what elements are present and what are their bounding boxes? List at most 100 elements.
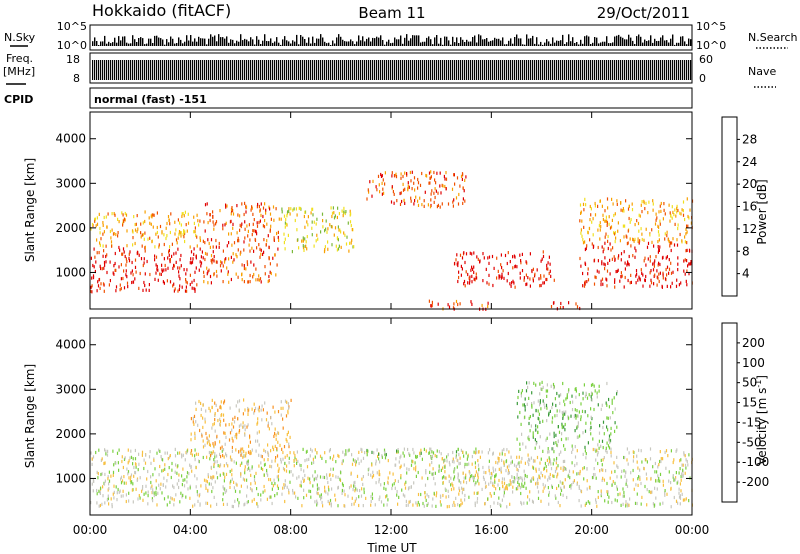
velocity-cell xyxy=(214,413,216,417)
power-cell xyxy=(206,202,208,206)
power-cell xyxy=(270,217,272,221)
velocity-cell xyxy=(494,474,496,478)
velocity-cell xyxy=(637,477,639,481)
power-cell xyxy=(178,232,180,236)
velocity-cell xyxy=(251,499,253,503)
power-cell xyxy=(634,223,636,227)
velocity-cell xyxy=(649,447,652,451)
velocity-cell xyxy=(413,481,415,485)
power-cell xyxy=(169,230,171,235)
power-cell xyxy=(146,259,148,264)
velocity-cell xyxy=(490,476,492,480)
freq-mark xyxy=(348,60,350,80)
power-cell xyxy=(252,275,254,279)
power-cell xyxy=(493,266,495,270)
power-cell xyxy=(657,230,660,234)
power-cell xyxy=(213,223,215,227)
power-cell xyxy=(252,229,254,233)
power-cell xyxy=(681,208,683,212)
velocity-cell xyxy=(509,479,511,483)
power-cell xyxy=(382,187,384,191)
freq-mark xyxy=(576,60,578,80)
power-cell xyxy=(197,219,199,223)
velocity-cell xyxy=(92,455,95,459)
velocity-cell xyxy=(553,386,555,390)
freq-mark xyxy=(636,60,638,80)
velocity-cell xyxy=(639,477,641,481)
velocity-cell xyxy=(328,488,330,492)
velocity-cell xyxy=(213,495,215,499)
velocity-cell xyxy=(524,408,526,412)
freq-mark xyxy=(328,60,330,80)
power-cell xyxy=(166,221,168,226)
power-cell xyxy=(627,262,629,266)
velocity-cell xyxy=(529,490,531,494)
velocity-cell xyxy=(242,455,244,459)
velocity-cell xyxy=(145,491,147,495)
velocity-cell xyxy=(477,463,480,467)
power-cell xyxy=(652,202,654,206)
power-cell xyxy=(688,262,690,266)
velocity-cell xyxy=(610,447,612,451)
power-cell xyxy=(313,220,315,224)
velocity-cell xyxy=(327,499,329,504)
velocity-cell xyxy=(278,467,280,471)
velocity-cell xyxy=(426,493,428,497)
nsky-mark xyxy=(202,38,204,46)
power-cell xyxy=(431,189,433,193)
velocity-cell xyxy=(212,450,214,454)
velocity-cell xyxy=(476,500,478,504)
power-cell xyxy=(379,190,381,194)
velocity-cell xyxy=(222,498,224,502)
velocity-cell xyxy=(611,398,613,402)
velocity-cell xyxy=(297,459,299,463)
freq-mark xyxy=(310,60,312,80)
velocity-cell xyxy=(560,466,562,470)
power-cell xyxy=(349,220,352,224)
power-cell xyxy=(103,289,105,293)
freq-mark xyxy=(478,60,480,80)
nsky-mark xyxy=(472,37,474,46)
power-cell xyxy=(650,281,653,285)
power-cell xyxy=(125,213,128,217)
power-cell xyxy=(333,216,336,220)
velocity-cell xyxy=(354,480,356,484)
power-cell xyxy=(269,207,271,211)
power-cell xyxy=(380,174,383,178)
power-cell xyxy=(482,252,484,256)
power-cell xyxy=(337,206,339,210)
power-cell xyxy=(434,195,436,200)
power-cell xyxy=(144,249,146,253)
power-cell xyxy=(429,176,432,180)
velocity-cell xyxy=(410,463,413,467)
velocity-cell xyxy=(270,415,272,420)
velocity-cell xyxy=(116,498,118,502)
power-cell xyxy=(657,263,659,267)
freq-mark xyxy=(134,60,136,80)
velocity-cell xyxy=(282,417,284,421)
power-cell xyxy=(460,273,462,277)
velocity-cell xyxy=(616,390,618,394)
power-cell xyxy=(658,248,660,252)
power-cell xyxy=(177,289,179,293)
velocity-cell xyxy=(310,495,312,499)
velocity-cell xyxy=(329,456,331,460)
velocity-cell xyxy=(502,484,504,488)
velocity-cell xyxy=(211,451,213,455)
velocity-cell xyxy=(205,483,207,487)
velocity-cell xyxy=(398,495,400,499)
velocity-cell xyxy=(582,467,584,471)
velocity-cell xyxy=(216,502,218,506)
velocity-cell xyxy=(683,451,685,455)
velocity-cell xyxy=(576,409,578,413)
freq-mark xyxy=(204,60,206,80)
velocity-cell xyxy=(522,403,524,407)
velocity-cell xyxy=(677,501,679,505)
velocity-cell xyxy=(145,453,147,457)
velocity-cell xyxy=(537,416,539,420)
power-cell xyxy=(143,237,145,241)
velocity-cell xyxy=(271,501,273,506)
power-cell xyxy=(404,201,406,205)
velocity-cell xyxy=(613,461,615,465)
velocity-cell xyxy=(616,392,618,396)
